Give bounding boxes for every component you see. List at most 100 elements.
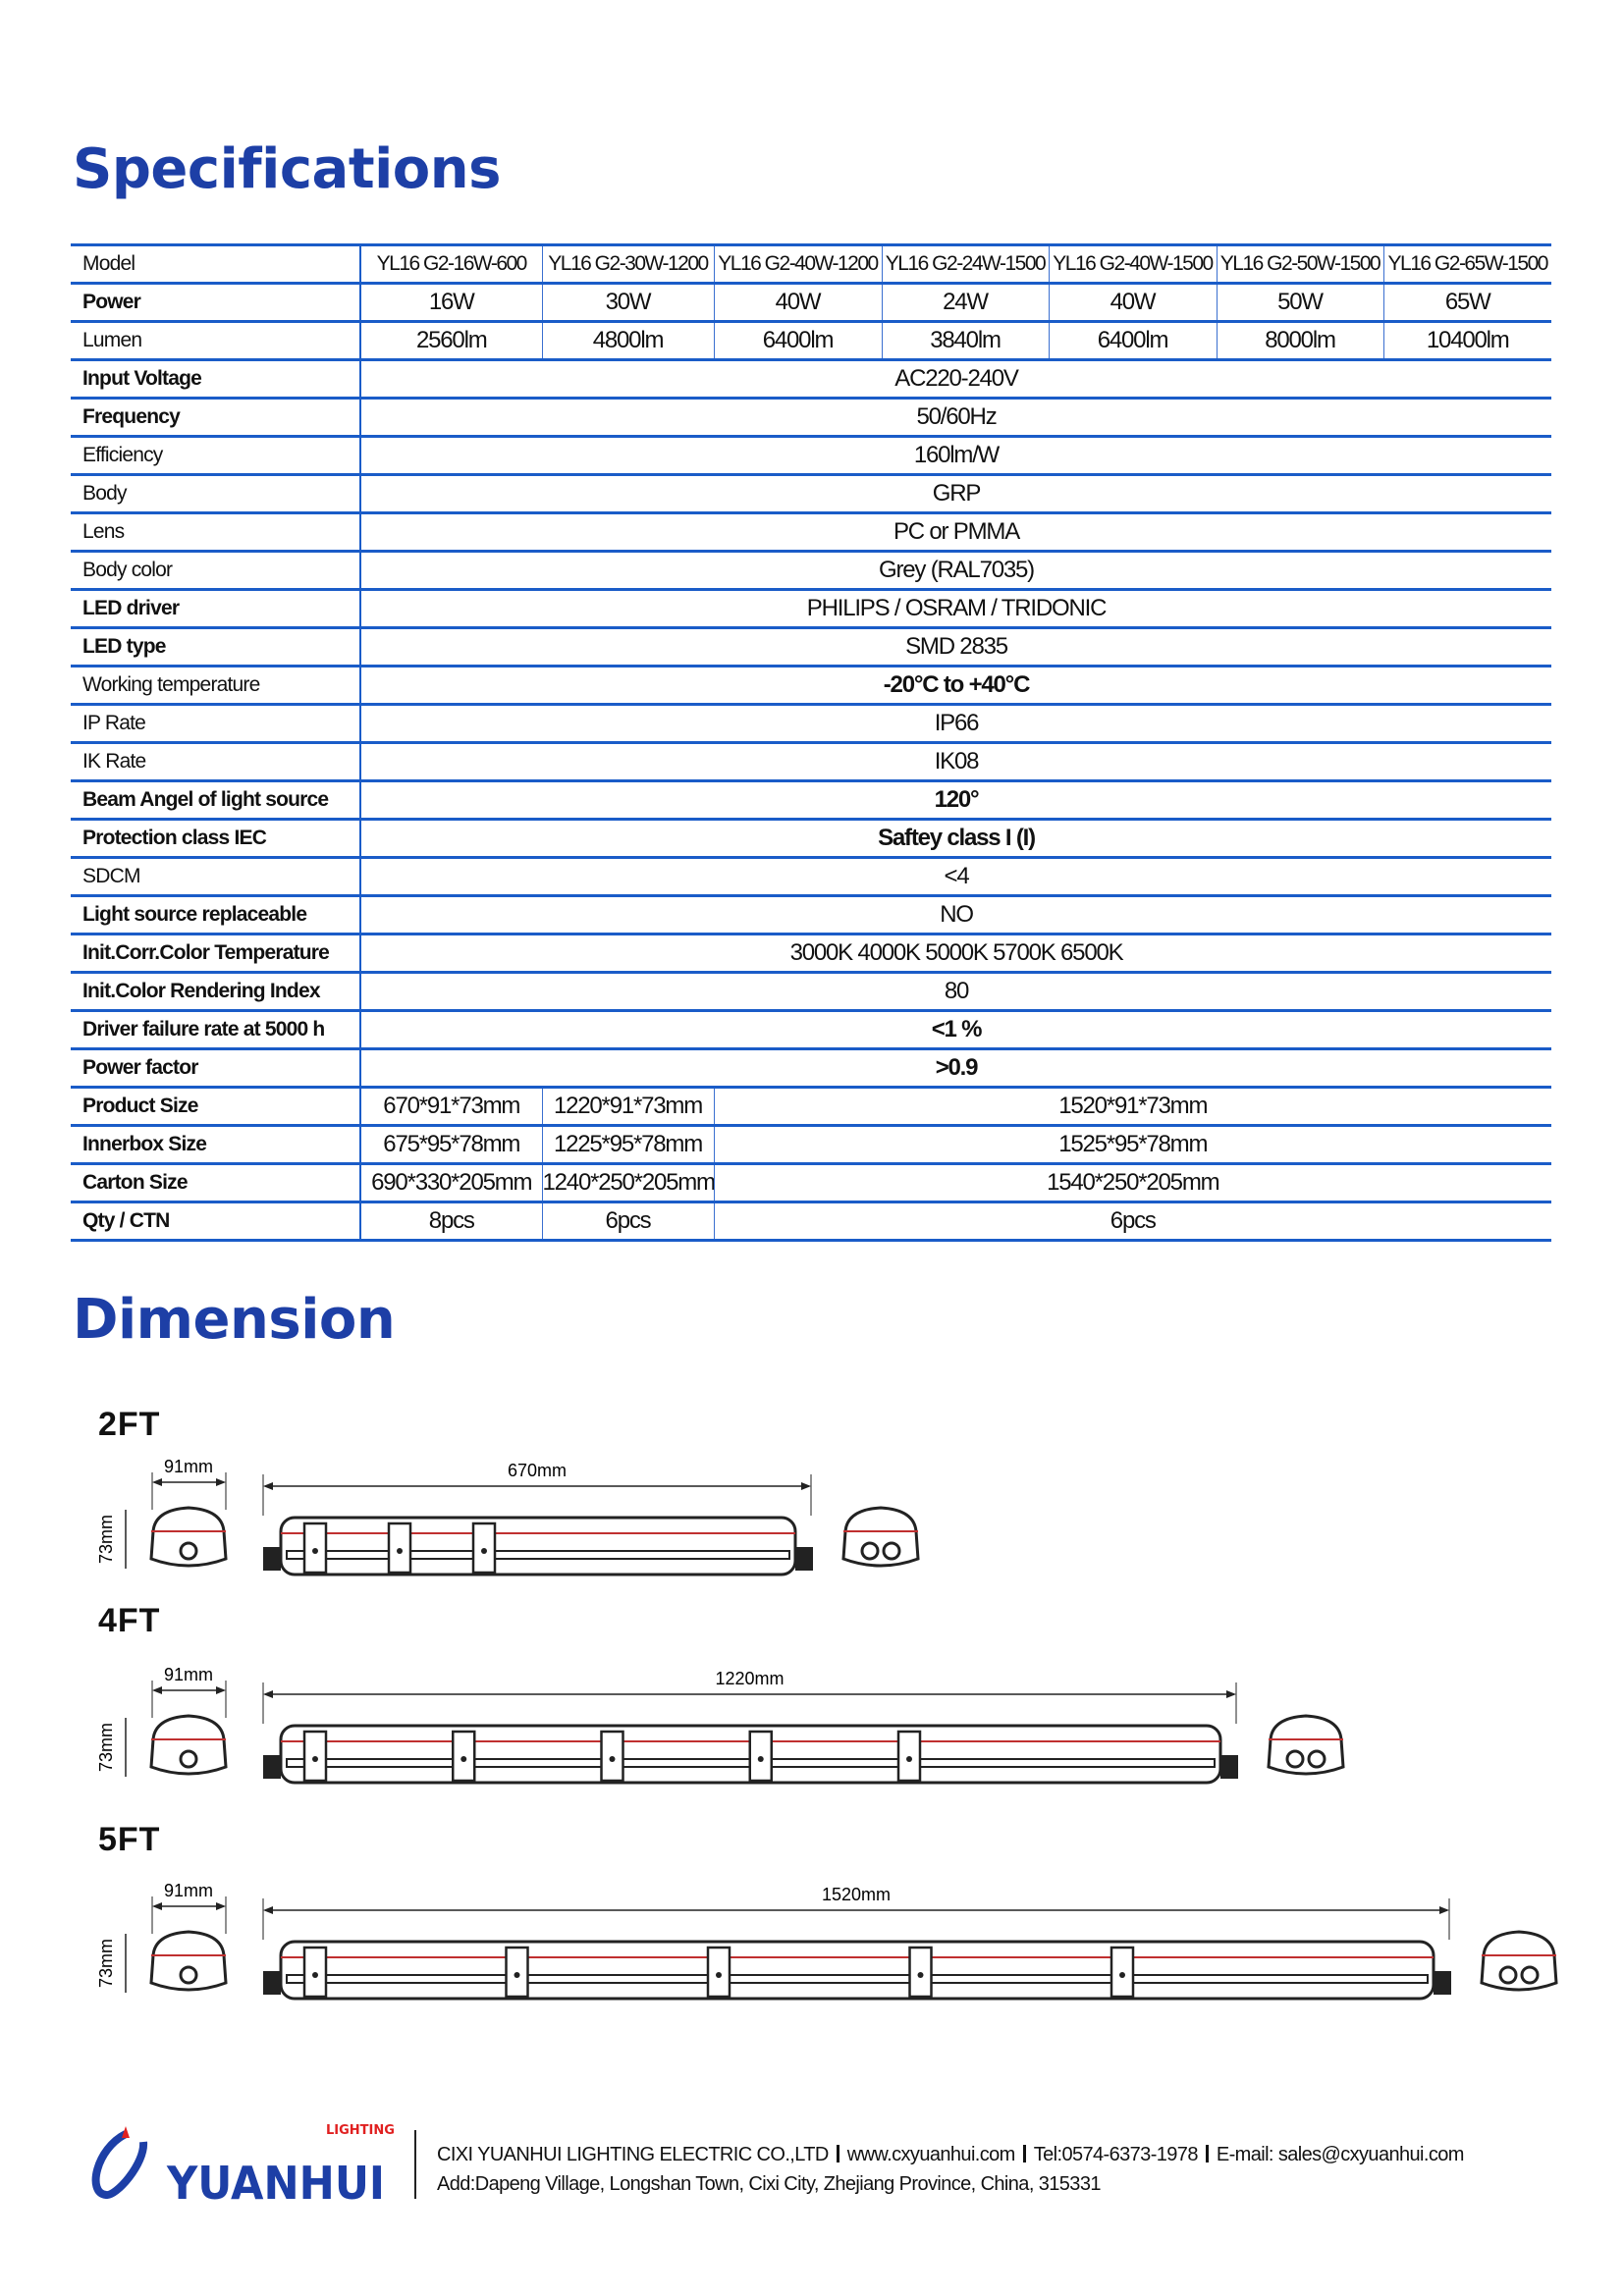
spec-label: Innerbox Size	[71, 1125, 361, 1165]
spec-label: Input Voltage	[71, 359, 361, 400]
cable-gland-icon	[882, 1541, 901, 1561]
separator	[1205, 2145, 1209, 2163]
spec-value: 1520*91*73mm	[714, 1087, 1551, 1127]
spec-value: 160lm/W	[360, 436, 1551, 476]
spec-label: Model	[71, 243, 361, 285]
spec-row: Protection class IEC Saftey class I (I)	[71, 819, 1551, 859]
clip-screw-icon	[1119, 1972, 1125, 1978]
end-gland-left	[263, 1971, 281, 1995]
separator	[836, 2145, 839, 2163]
spec-value: 6400lm	[714, 321, 883, 361]
spec-value: 6400lm	[1049, 321, 1218, 361]
spec-value: 1225*95*78mm	[542, 1125, 715, 1165]
spec-label: Beam Angel of light source	[71, 780, 361, 821]
end-gland-right	[1434, 1971, 1451, 1995]
clip-screw-icon	[312, 1548, 318, 1554]
end-cap-outline	[1480, 1930, 1558, 1992]
end-cap-outline	[149, 1714, 228, 1776]
company-address: Add:Dapeng Village, Longshan Town, Cixi …	[437, 2173, 1101, 2195]
end-gland-right	[795, 1547, 813, 1571]
spec-row: Driver failure rate at 5000 h <1 %	[71, 1010, 1551, 1050]
footer-divider	[414, 2130, 416, 2199]
spec-value: 16W	[360, 283, 543, 323]
arrowhead-icon	[152, 1686, 1236, 1698]
dimension-title: Dimension	[73, 1288, 396, 1352]
end-gland-left	[263, 1755, 281, 1779]
logo-spark-icon	[122, 2126, 130, 2138]
clip-screw-icon	[917, 1972, 924, 1978]
cable-gland-icon	[179, 1749, 198, 1769]
end-cap-outline	[149, 1930, 228, 1992]
spec-value: YL16 G2-65W-1500	[1383, 243, 1551, 285]
spec-label: SDCM	[71, 857, 361, 897]
spec-row: Model YL16 G2-16W-600 YL16 G2-30W-1200 YL16…	[71, 243, 1551, 285]
spec-row: Beam Angel of light source 120°	[71, 780, 1551, 821]
spec-row: Init.Corr.Color Temperature 3000K 4000K 5…	[71, 934, 1551, 974]
spec-value: 675*95*78mm	[360, 1125, 543, 1165]
spec-value: YL16 G2-50W-1500	[1217, 243, 1384, 285]
spec-value: 8pcs	[360, 1201, 543, 1242]
spec-label: LED driver	[71, 589, 361, 629]
end-cap-outline	[149, 1506, 228, 1568]
spec-value: 6pcs	[714, 1201, 1551, 1242]
spec-value: IK08	[360, 742, 1551, 782]
spec-value: YL16 G2-40W-1200	[714, 243, 883, 285]
spec-value: YL16 G2-16W-600	[360, 243, 543, 285]
spec-label: Carton Size	[71, 1163, 361, 1203]
specifications-table: Model YL16 G2-16W-600 YL16 G2-30W-1200 YL16…	[71, 243, 1551, 1242]
spec-value: YL16 G2-30W-1200	[542, 243, 715, 285]
spec-row: Body color Grey (RAL7035)	[71, 551, 1551, 591]
end-cap-outline	[841, 1506, 920, 1568]
spec-value: SMD 2835	[360, 627, 1551, 667]
spec-label: Product Size	[71, 1087, 361, 1127]
spec-value: 4800lm	[542, 321, 715, 361]
spec-row: Carton Size 690*330*205mm 1240*250*205mm 15…	[71, 1163, 1551, 1203]
dimension-drawing-5ft: 91mm 1520mm 73mm	[96, 1881, 1558, 2001]
spec-value: 40W	[714, 283, 883, 323]
height-label: 73mm	[96, 1723, 116, 1772]
spec-label: IP Rate	[71, 704, 361, 744]
spec-value: Grey (RAL7035)	[360, 551, 1551, 591]
spec-row: LED driver PHILIPS / OSRAM / TRIDONIC	[71, 589, 1551, 629]
clip-screw-icon	[906, 1756, 912, 1762]
website-link[interactable]: www.cxyuanhui.com	[846, 2144, 1016, 2165]
cable-gland-icon	[179, 1541, 198, 1561]
spec-value: 120°	[360, 780, 1551, 821]
email-link[interactable]: E-mail: sales@cxyuanhui.com	[1216, 2144, 1465, 2165]
spec-value: 50/60Hz	[360, 398, 1551, 438]
spec-value: 670*91*73mm	[360, 1087, 543, 1127]
spec-value: 8000lm	[1217, 321, 1384, 361]
company-name: CIXI YUANHUI LIGHTING ELECTRIC CO.,LTD	[437, 2144, 829, 2165]
spec-label: Working temperature	[71, 666, 361, 706]
spec-value: 2560lm	[360, 321, 543, 361]
spec-label: Protection class IEC	[71, 819, 361, 859]
end-gland-left	[263, 1547, 281, 1571]
spec-value: PHILIPS / OSRAM / TRIDONIC	[360, 589, 1551, 629]
spec-value: GRP	[360, 474, 1551, 514]
spec-row: Frequency 50/60Hz	[71, 398, 1551, 438]
spec-label: Init.Corr.Color Temperature	[71, 934, 361, 974]
spec-row: LED type SMD 2835	[71, 627, 1551, 667]
spec-value: 65W	[1383, 283, 1551, 323]
spec-value: IP66	[360, 704, 1551, 744]
variant-label-5ft: 5FT	[98, 1821, 161, 1858]
spec-row: Power factor >0.9	[71, 1048, 1551, 1089]
spec-value: 10400lm	[1383, 321, 1551, 361]
telephone: Tel:0574-6373-1978	[1033, 2144, 1199, 2165]
spec-row: Lens PC or PMMA	[71, 512, 1551, 553]
length-label: 670mm	[508, 1461, 567, 1480]
cable-gland-icon	[860, 1541, 880, 1561]
spec-label: Power factor	[71, 1048, 361, 1089]
spec-value: 1220*91*73mm	[542, 1087, 715, 1127]
spec-value: AC220-240V	[360, 359, 1551, 400]
logo-subtext: LIGHTING	[326, 2123, 395, 2138]
variant-label-2ft: 2FT	[98, 1406, 161, 1443]
clip-screw-icon	[460, 1756, 467, 1762]
spec-row: Efficiency 160lm/W	[71, 436, 1551, 476]
spec-value: 3840lm	[882, 321, 1050, 361]
cable-gland-icon	[1285, 1749, 1305, 1769]
spec-label: Lumen	[71, 321, 361, 361]
spec-row: Light source replaceable NO	[71, 895, 1551, 935]
logo-swoosh	[91, 2130, 147, 2199]
spec-value: NO	[360, 895, 1551, 935]
